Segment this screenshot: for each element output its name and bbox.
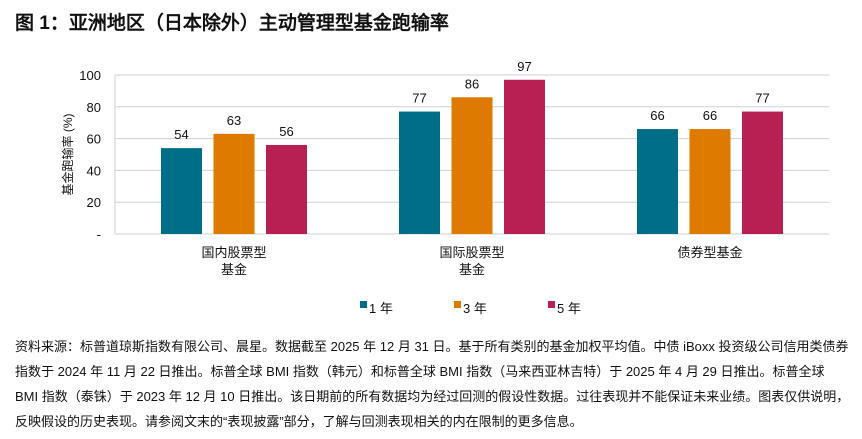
bar (451, 97, 493, 234)
bar (742, 111, 783, 234)
data-label: 66 (703, 108, 717, 123)
legend-swatch (548, 301, 555, 308)
y-tick-label: 40 (87, 163, 101, 178)
x-tick-label: 基金 (459, 262, 485, 277)
data-label: 66 (650, 108, 664, 123)
y-tick-label: 20 (87, 195, 101, 210)
bar (637, 129, 678, 234)
data-label: 77 (412, 91, 426, 106)
footnote: 资料来源：标普道琼斯指数有限公司、晨星。数据截至 2025 年 12 月 31 … (15, 339, 850, 429)
x-tick-label: 债券型基金 (677, 245, 742, 260)
bar (213, 133, 255, 234)
legend-swatch (454, 301, 461, 308)
legend-label: 3 年 (463, 301, 487, 316)
data-label: 86 (465, 76, 479, 91)
legend-label: 1 年 (369, 301, 393, 316)
data-label: 54 (174, 127, 188, 142)
bar (399, 111, 440, 234)
data-label: 63 (227, 113, 241, 128)
bar (689, 129, 731, 234)
legend-swatch (360, 301, 367, 308)
bar (504, 79, 545, 235)
legend-label: 5 年 (557, 301, 581, 316)
data-label: 97 (517, 59, 531, 74)
y-tick-label: 100 (79, 68, 101, 83)
y-tick-label: 80 (87, 100, 101, 115)
data-label: 56 (279, 124, 293, 139)
y-axis-label: 基金跑输率 (%) (60, 113, 75, 195)
y-tick-label: - (97, 227, 101, 242)
x-tick-label: 国际股票型 (439, 245, 504, 260)
bar (161, 148, 202, 234)
x-tick-label: 基金 (221, 262, 247, 277)
x-tick-label: 国内股票型 (201, 245, 266, 260)
data-label: 77 (755, 91, 769, 106)
legend-item: 5 年 (548, 298, 581, 317)
chart-title: 图 1：亚洲地区（日本除外）主动管理型基金跑输率 (15, 13, 449, 34)
y-tick-label: 60 (87, 132, 101, 147)
legend-item: 3 年 (454, 298, 487, 317)
legend-item: 1 年 (360, 298, 393, 317)
bar (266, 144, 307, 234)
